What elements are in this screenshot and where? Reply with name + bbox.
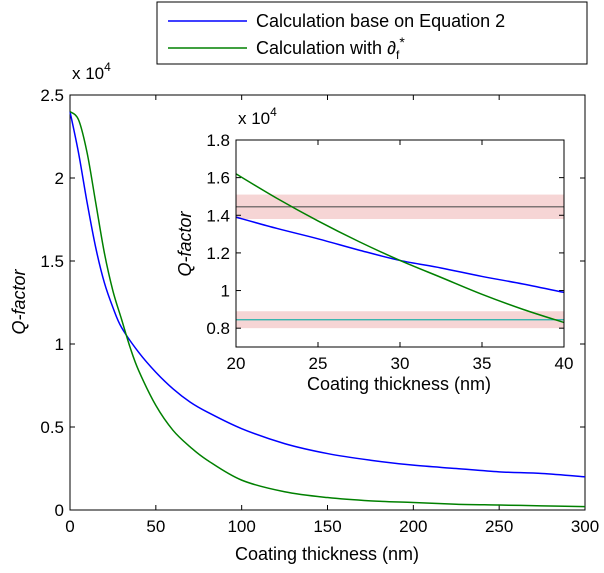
main-x-tick-label-0: 0: [65, 517, 74, 536]
inset-x-axis-label: Coating thickness (nm): [307, 374, 491, 394]
main-series-line-1: [69, 110, 586, 508]
inset-x-tick-label-3: 35: [473, 354, 492, 373]
inset-x-tick-label-2: 30: [391, 354, 410, 373]
inset-y-tick-label-4: 1.6: [206, 169, 230, 188]
main-x-tick-label-6: 300: [571, 517, 599, 536]
main-y-tick-label-4: 2: [55, 169, 64, 188]
main-y-multiplier: x 104: [72, 60, 111, 83]
inset-axes: 20 25 30 35 40 0.8 1 1.2 1.4 1.6 1.8 x 104 Coating…: [175, 105, 573, 394]
inset-reference-bands: [236, 194, 564, 329]
main-x-tick-label-2: 100: [227, 517, 255, 536]
main-y-tick-label-3: 1.5: [40, 252, 64, 271]
inset-y-tick-label-0: 0.8: [206, 319, 230, 338]
main-x-tick-label-1: 50: [146, 517, 165, 536]
legend-label-partial-f: Calculation with ∂f*: [256, 34, 405, 62]
main-x-tick-label-4: 200: [399, 517, 427, 536]
inset-x-tick-label-1: 25: [309, 354, 328, 373]
inset-y-axis-label: Q-factor: [175, 210, 195, 276]
main-series: [69, 110, 586, 508]
inset-ticks: 20 25 30 35 40 0.8 1 1.2 1.4 1.6 1.8: [206, 131, 573, 373]
main-series-line-0: [69, 111, 586, 478]
legend-label-equation-2: Calculation base on Equation 2: [256, 11, 505, 31]
inset-y-tick-label-5: 1.8: [206, 131, 230, 150]
main-y-tick-label-1: 0.5: [40, 418, 64, 437]
inset-y-multiplier: x 104: [238, 105, 277, 128]
legend: Calculation base on Equation 2 Calculati…: [156, 1, 588, 65]
inset-x-tick-label-4: 40: [555, 354, 574, 373]
inset-x-tick-label-0: 20: [227, 354, 246, 373]
inset-y-tick-label-3: 1.4: [206, 206, 230, 225]
main-y-tick-label-2: 1: [55, 335, 64, 354]
inset-series-line-1: [235, 173, 565, 324]
main-y-tick-label-0: 0: [55, 501, 64, 520]
inset-y-tick-label-1: 1: [221, 282, 230, 301]
main-x-axis-label: Coating thickness (nm): [235, 544, 419, 564]
main-x-tick-label-5: 250: [485, 517, 513, 536]
legend-box: [156, 1, 588, 65]
inset-plot-frame-outline: [235, 139, 565, 348]
main-y-axis-label: Q-factor: [9, 268, 29, 334]
main-x-tick-label-3: 150: [313, 517, 341, 536]
main-ticks: 0 50 100 150 200 250 300 0 0.5 1 1.5 2 2.5: [40, 86, 599, 536]
inset-y-tick-label-2: 1.2: [206, 244, 230, 263]
main-y-tick-label-5: 2.5: [40, 86, 64, 105]
inset-series: [235, 173, 565, 324]
